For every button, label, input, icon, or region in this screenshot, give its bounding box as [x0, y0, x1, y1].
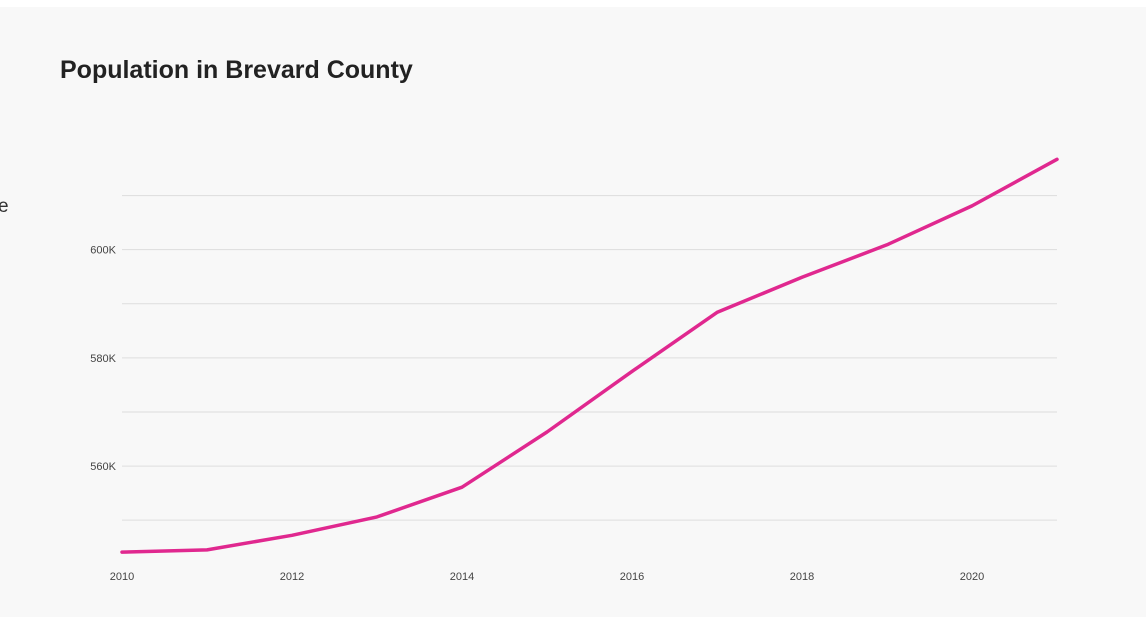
clipped-edge-text: e	[0, 196, 9, 217]
x-tick-label: 2020	[960, 571, 984, 583]
series-layer	[120, 157, 1059, 554]
gridlines	[122, 195, 1057, 521]
x-tick-label: 2018	[790, 571, 814, 583]
x-tick-label: 2012	[280, 571, 304, 583]
series-line	[120, 157, 1059, 554]
x-tick-label: 2016	[620, 571, 644, 583]
x-axis-ticks: 2010 2012 2014 2016 2018 2020	[110, 571, 984, 583]
y-tick-label: 580K	[90, 353, 116, 365]
chart-card	[0, 7, 1146, 617]
x-tick-label: 2014	[450, 571, 474, 583]
top-strip	[0, 0, 1146, 7]
y-tick-label: 560K	[90, 461, 116, 473]
chart-title: Population in Brevard County	[60, 56, 413, 84]
x-tick-label: 2010	[110, 571, 134, 583]
y-tick-label: 600K	[90, 245, 116, 257]
y-axis-ticks: 560K 580K 600K	[90, 245, 116, 473]
